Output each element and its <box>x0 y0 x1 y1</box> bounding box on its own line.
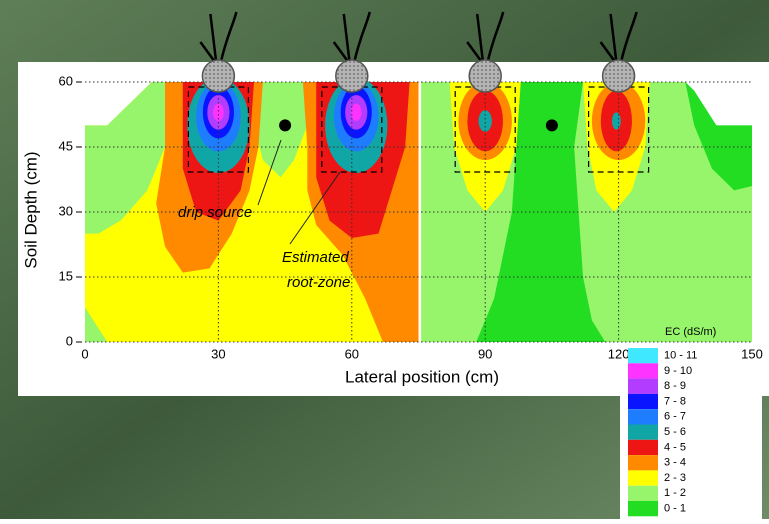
legend-swatch <box>628 348 658 363</box>
contour-region <box>351 104 362 121</box>
y-tick-label: 45 <box>59 138 73 153</box>
x-tick-label: 60 <box>345 346 359 361</box>
legend-label: 6 - 7 <box>664 411 686 423</box>
legend-label: 7 - 8 <box>664 395 686 407</box>
x-tick-label: 120 <box>608 346 630 361</box>
x-tick-label: 0 <box>81 346 88 361</box>
contour-region <box>479 110 492 132</box>
emitter <box>202 60 234 92</box>
legend-swatch <box>628 425 658 440</box>
legend-label: 2 - 3 <box>664 472 686 484</box>
legend-label: 10 - 11 <box>664 350 697 362</box>
legend-swatch <box>628 455 658 470</box>
legend-swatch <box>628 379 658 394</box>
x-tick-label: 90 <box>478 346 492 361</box>
legend-swatch <box>628 440 658 455</box>
legend-swatch <box>628 501 658 516</box>
emitter <box>469 60 501 92</box>
legend-label: 1 - 2 <box>664 487 686 499</box>
y-tick-label: 30 <box>59 203 73 218</box>
emitter <box>336 60 368 92</box>
legend-swatch <box>628 394 658 409</box>
drip-source <box>546 119 558 131</box>
legend-label: 5 - 6 <box>664 426 686 438</box>
drip-source <box>279 119 291 131</box>
legend-swatch <box>628 363 658 378</box>
y-tick-label: 0 <box>66 333 73 348</box>
contour-region <box>612 112 621 129</box>
annotation: drip source <box>178 204 252 221</box>
legend-label: 0 - 1 <box>664 503 686 515</box>
legend-label: 9 - 10 <box>664 365 692 377</box>
legend-label: 8 - 9 <box>664 380 686 392</box>
chart: Soil Depth (cm) Lateral position (cm) EC… <box>0 0 769 519</box>
y-axis-label: Soil Depth (cm) <box>21 151 40 268</box>
legend-label: 3 - 4 <box>664 457 686 469</box>
legend-swatch <box>628 470 658 485</box>
x-tick-label: 30 <box>211 346 225 361</box>
x-tick-label: 150 <box>741 346 763 361</box>
y-tick-label: 15 <box>59 268 73 283</box>
legend-swatch <box>628 486 658 501</box>
legend-title: EC (dS/m) <box>665 326 716 338</box>
annotation: Estimated <box>282 249 349 266</box>
y-tick-label: 60 <box>59 73 73 88</box>
x-axis-label: Lateral position (cm) <box>345 367 499 386</box>
legend-swatch <box>628 409 658 424</box>
emitter <box>603 60 635 92</box>
annotation: root-zone <box>287 274 350 291</box>
legend-label: 4 - 5 <box>664 441 686 453</box>
